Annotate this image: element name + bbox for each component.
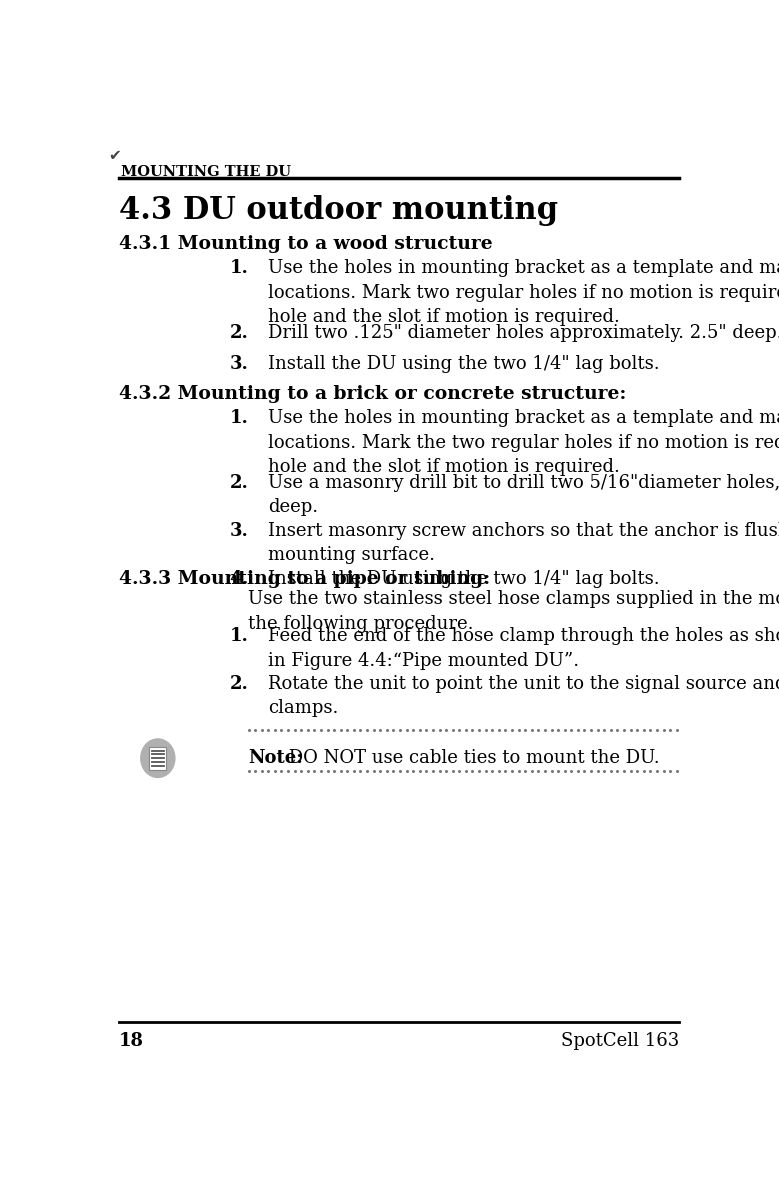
Text: 3.: 3. [230, 521, 249, 540]
Text: 4.3.1 Mounting to a wood structure: 4.3.1 Mounting to a wood structure [119, 235, 492, 252]
Text: Install the DU using the two 1/4" lag bolts.: Install the DU using the two 1/4" lag bo… [268, 570, 660, 588]
Text: Use the holes in mounting bracket as a template and mark the hole
locations. Mar: Use the holes in mounting bracket as a t… [268, 409, 779, 476]
Text: 1.: 1. [230, 260, 249, 277]
Text: 4.: 4. [230, 570, 249, 588]
Text: SpotCell 163: SpotCell 163 [561, 1032, 679, 1050]
Text: 18: 18 [119, 1032, 144, 1050]
Text: 4.3.3 Mounting to a pipe or tubing:: 4.3.3 Mounting to a pipe or tubing: [119, 570, 490, 588]
Text: 4.3 DU outdoor mounting: 4.3 DU outdoor mounting [119, 194, 559, 225]
Text: 2.: 2. [230, 324, 249, 342]
Text: Use the holes in mounting bracket as a template and mark the hole
locations. Mar: Use the holes in mounting bracket as a t… [268, 260, 779, 326]
Text: Drill two .125" diameter holes approximately. 2.5" deep.: Drill two .125" diameter holes approxima… [268, 324, 779, 342]
Text: Note:: Note: [249, 749, 303, 767]
Text: 1.: 1. [230, 409, 249, 428]
Text: MOUNTING THE DU: MOUNTING THE DU [121, 165, 291, 179]
Text: 2.: 2. [230, 675, 249, 693]
Text: Insert masonry screw anchors so that the anchor is flush to
mounting surface.: Insert masonry screw anchors so that the… [268, 521, 779, 564]
Text: 4.3.2 Mounting to a brick or concrete structure:: 4.3.2 Mounting to a brick or concrete st… [119, 385, 626, 403]
Text: 2.: 2. [230, 474, 249, 492]
Text: ✔: ✔ [108, 148, 121, 164]
Ellipse shape [141, 739, 174, 777]
Text: 3.: 3. [230, 354, 249, 373]
Text: Use the two stainless steel hose clamps supplied in the mounting kit for
the fol: Use the two stainless steel hose clamps … [249, 590, 779, 633]
Text: 1.: 1. [230, 627, 249, 646]
Text: Install the DU using the two 1/4" lag bolts.: Install the DU using the two 1/4" lag bo… [268, 354, 660, 373]
Text: DO NOT use cable ties to mount the DU.: DO NOT use cable ties to mount the DU. [284, 749, 660, 767]
Text: Feed the end of the hose clamp through the holes as shown
in Figure 4.4:“Pipe mo: Feed the end of the hose clamp through t… [268, 627, 779, 670]
Text: Rotate the unit to point the unit to the signal source and tighten
clamps.: Rotate the unit to point the unit to the… [268, 675, 779, 717]
FancyBboxPatch shape [150, 747, 167, 770]
Text: Use a masonry drill bit to drill two 5/16"diameter holes, 2 inches
deep.: Use a masonry drill bit to drill two 5/1… [268, 474, 779, 517]
